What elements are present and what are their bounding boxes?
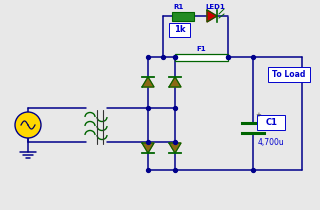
FancyBboxPatch shape [268, 67, 310, 82]
FancyBboxPatch shape [172, 12, 194, 21]
FancyBboxPatch shape [175, 54, 228, 61]
Text: 1k: 1k [174, 25, 186, 34]
Polygon shape [169, 143, 181, 153]
Text: R1: R1 [173, 4, 183, 10]
Polygon shape [142, 77, 154, 87]
FancyBboxPatch shape [257, 115, 285, 130]
Circle shape [15, 112, 41, 138]
Text: F1: F1 [196, 46, 206, 52]
Polygon shape [207, 10, 217, 22]
Text: LED1: LED1 [205, 4, 225, 10]
Polygon shape [142, 143, 154, 153]
Text: To Load: To Load [272, 70, 306, 79]
Text: 4,700u: 4,700u [258, 138, 285, 147]
Polygon shape [169, 77, 181, 87]
FancyBboxPatch shape [169, 23, 190, 37]
Text: C1: C1 [266, 118, 278, 127]
Text: +: + [255, 112, 261, 118]
